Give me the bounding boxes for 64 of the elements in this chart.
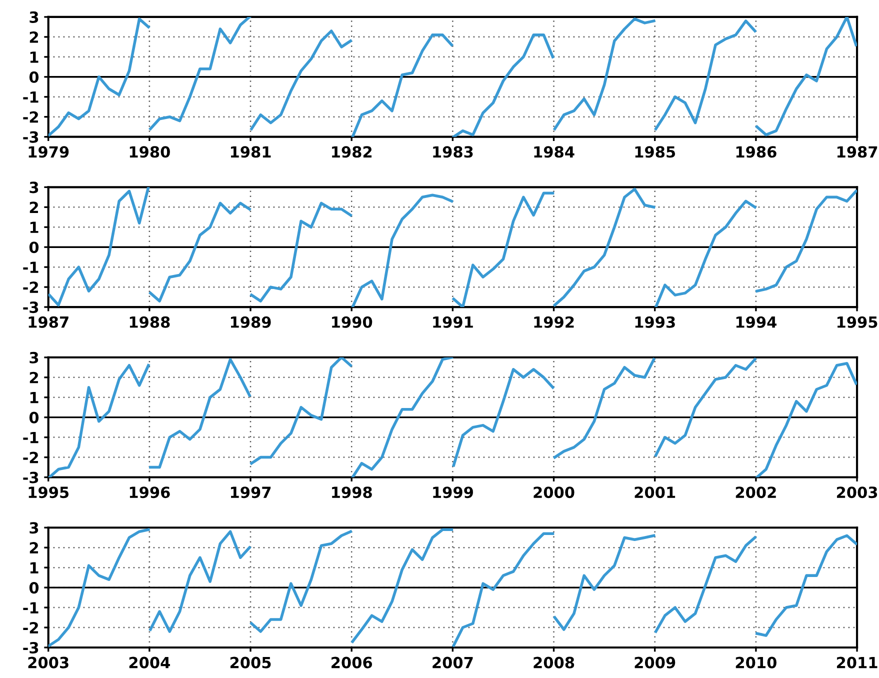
y-tick-label: 0: [29, 71, 39, 83]
x-tick-label: 1989: [230, 316, 271, 328]
y-tick-label: 1: [30, 562, 38, 574]
x-tick-label: 1998: [332, 486, 372, 498]
y-tick-label: -1: [23, 262, 38, 273]
x-tick-label: 1990: [332, 316, 372, 328]
x-tick-label: 1984: [534, 146, 574, 158]
y-tick-label: -2: [23, 111, 38, 123]
y-tick-label: 0: [29, 242, 39, 254]
x-tick-label: 1992: [534, 316, 574, 328]
y-tick-label: -2: [23, 452, 38, 464]
x-tick-label: 2007: [432, 656, 473, 668]
x-tick-label: 1982: [332, 146, 372, 158]
x-tick-label: 2011: [836, 656, 878, 668]
x-tick-label: 2006: [332, 656, 372, 668]
x-tick-label: 1988: [130, 316, 170, 328]
y-tick-label: 2: [30, 372, 38, 384]
x-tick-label: 1980: [130, 146, 170, 158]
y-tick-label: 3: [30, 522, 38, 534]
x-tick-label: 1997: [230, 486, 271, 498]
x-tick-label: 1987: [837, 146, 878, 158]
y-tick-label: 3: [30, 182, 38, 194]
x-tick-label: 2003: [28, 656, 68, 668]
y-tick-label: -1: [23, 92, 38, 103]
x-tick-label: 2002: [736, 486, 776, 498]
x-tick-label: 2005: [230, 656, 271, 668]
x-tick-label: 2000: [534, 486, 574, 498]
y-tick-label: -2: [23, 622, 38, 634]
x-tick-label: 2010: [736, 656, 776, 668]
x-tick-label: 1981: [230, 146, 271, 158]
y-tick-label: 1: [30, 392, 38, 404]
y-tick-label: 2: [30, 542, 38, 554]
y-tick-label: 3: [30, 352, 38, 364]
y-tick-label: 2: [30, 31, 38, 43]
y-tick-label: 0: [29, 582, 39, 594]
x-tick-label: 1979: [28, 146, 69, 158]
y-tick-label: -3: [23, 642, 38, 654]
x-tick-label: 2004: [129, 656, 170, 668]
x-tick-label: 2003: [836, 486, 878, 498]
y-tick-label: 3: [30, 11, 38, 23]
x-tick-label: 1995: [28, 486, 69, 498]
x-tick-label: 1995: [837, 316, 878, 328]
x-tick-label: 2001: [634, 486, 676, 498]
x-tick-label: 1987: [28, 316, 68, 328]
y-tick-label: -3: [23, 472, 38, 484]
x-tick-label: 1985: [635, 146, 676, 158]
y-tick-label: 1: [30, 52, 38, 63]
x-tick-label: 1993: [635, 316, 675, 328]
y-tick-label: -3: [23, 131, 38, 143]
x-tick-label: 1999: [433, 486, 473, 498]
x-tick-label: 2009: [634, 656, 676, 668]
x-tick-label: 1986: [736, 146, 776, 158]
x-tick-label: 1991: [433, 316, 473, 328]
x-tick-label: 1994: [736, 316, 776, 328]
y-tick-label: 2: [30, 202, 38, 213]
y-tick-label: -1: [23, 602, 38, 614]
y-tick-label: 0: [29, 412, 39, 424]
y-tick-label: -3: [23, 302, 38, 314]
y-tick-label: -1: [23, 432, 38, 444]
x-tick-label: 1983: [433, 146, 473, 158]
y-tick-label: -2: [23, 282, 38, 293]
x-tick-label: 2008: [534, 656, 574, 668]
x-tick-label: 1996: [130, 486, 170, 498]
y-tick-label: 1: [30, 222, 38, 233]
